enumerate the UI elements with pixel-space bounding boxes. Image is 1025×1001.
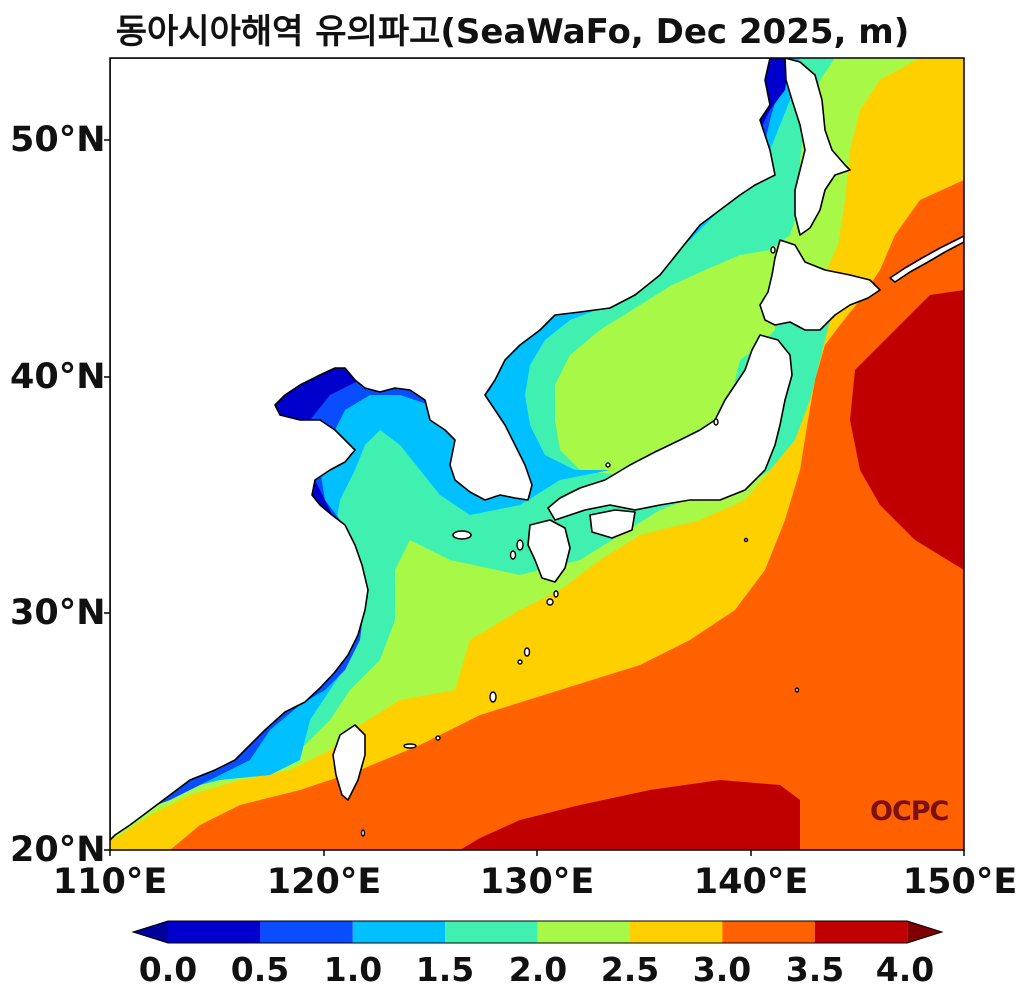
lat-label-50n: 50°N	[10, 120, 106, 160]
land-shikoku	[589, 509, 636, 539]
colorbar-label-8: 4.0	[875, 950, 935, 989]
land-kurils	[889, 235, 964, 283]
lon-label-140e: 140°E	[693, 862, 809, 902]
colorbar-segment-1	[260, 921, 353, 943]
lon-label-120e: 120°E	[266, 862, 382, 902]
colorbar-label-7: 3.5	[785, 950, 845, 989]
lon-label-130e: 130°E	[479, 862, 595, 902]
land-hokkaido	[759, 239, 881, 331]
colorbar-segment-3	[445, 921, 538, 943]
land-masses	[110, 58, 964, 841]
ocpc-logo: OCPC	[870, 796, 949, 827]
colorbar-segment-4	[537, 921, 630, 943]
land-sakhalin	[784, 58, 851, 236]
lon-label-150e: 150°E	[902, 862, 1018, 902]
colorbar-segment-7	[814, 921, 908, 943]
colorbar-label-4: 2.0	[508, 950, 568, 989]
colorbar-under-arrow	[133, 921, 168, 943]
lon-label-110e: 110°E	[52, 862, 168, 902]
small-islands	[360, 246, 800, 837]
colorbar-label-6: 3.0	[692, 950, 752, 989]
colorbar-segment-6	[722, 921, 815, 943]
land-asia-mainland	[110, 58, 776, 841]
lat-label-20n: 20°N	[10, 830, 106, 870]
lat-label-40n: 40°N	[10, 357, 106, 397]
map-title: 동아시아해역 유의파고(SeaWaFo, Dec 2025, m)	[115, 12, 910, 52]
colorbar-segment-2	[352, 921, 446, 943]
wave-height-field	[110, 58, 964, 850]
lat-label-30n: 30°N	[10, 593, 106, 633]
colorbar-label-3: 1.5	[415, 950, 475, 989]
colorbar-segment-0	[168, 921, 261, 943]
colorbar-label-1: 0.5	[230, 950, 290, 989]
colorbar	[131, 920, 944, 944]
colorbar-label-0: 0.0	[138, 950, 198, 989]
colorbar-over-arrow	[907, 921, 942, 943]
colorbar-segment-5	[630, 921, 723, 943]
colorbar-label-5: 2.5	[600, 950, 660, 989]
colorbar-label-2: 1.0	[323, 950, 383, 989]
land-taiwan	[332, 724, 366, 801]
land-kyushu	[527, 519, 571, 583]
axis-ticks	[104, 139, 965, 856]
land-jeju	[452, 530, 472, 540]
